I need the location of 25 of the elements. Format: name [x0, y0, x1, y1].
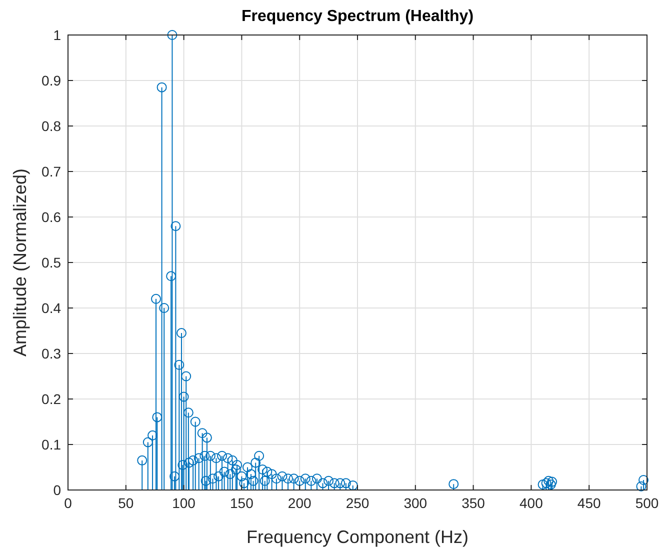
x-tick-label: 300 — [404, 495, 428, 511]
x-tick-label: 100 — [172, 495, 196, 511]
x-tick-label: 400 — [520, 495, 544, 511]
y-tick-label: 0.5 — [42, 254, 62, 270]
y-tick-label: 0.2 — [42, 391, 62, 407]
y-tick-label: 1 — [53, 27, 62, 43]
x-tick-label: 250 — [346, 495, 370, 511]
y-tick-label: 0 — [53, 482, 62, 498]
y-tick-label: 0.1 — [42, 436, 62, 452]
x-tick-label: 50 — [118, 495, 134, 511]
y-tick-label: 0.7 — [42, 164, 62, 180]
x-tick-label: 500 — [635, 495, 659, 511]
x-tick-label: 0 — [64, 495, 72, 511]
x-tick-label: 150 — [230, 495, 254, 511]
y-tick-label: 0.9 — [42, 72, 62, 88]
y-tick-label: 0.4 — [42, 300, 62, 316]
y-tick-label: 0.3 — [42, 346, 62, 362]
x-tick-label: 200 — [288, 495, 312, 511]
x-axis-title: Frequency Component (Hz) — [246, 527, 469, 547]
x-tick-label: 450 — [577, 495, 601, 511]
x-tick-label: 350 — [462, 495, 486, 511]
y-tick-label: 0.8 — [42, 118, 62, 134]
chart-title: Frequency Spectrum (Healthy) — [241, 8, 474, 25]
y-axis-title: Amplitude (Normalized) — [10, 168, 30, 357]
y-tick-label: 0.6 — [42, 209, 62, 225]
